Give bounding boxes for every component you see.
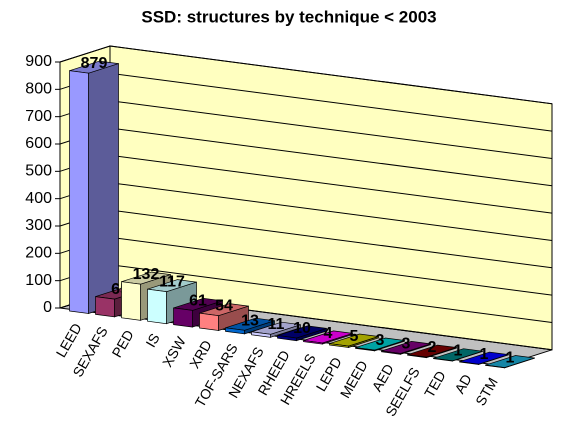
bar xyxy=(121,281,141,321)
value-label: 3 xyxy=(402,335,411,352)
grid-line xyxy=(59,45,553,105)
x-tick-label: TED xyxy=(421,368,449,400)
bar xyxy=(69,70,89,314)
value-label: 11 xyxy=(268,316,285,333)
value-label: 13 xyxy=(241,312,259,329)
chart-title: SSD: structures by technique < 2003 xyxy=(141,7,436,26)
bar xyxy=(147,288,167,325)
value-label: 61 xyxy=(189,292,207,309)
value-label: 879 xyxy=(81,55,108,72)
x-tick-label: AED xyxy=(369,361,397,394)
value-label: 1 xyxy=(454,343,463,360)
value-label: 1 xyxy=(506,350,515,367)
bar xyxy=(485,364,505,369)
x-tick-label: XRD xyxy=(186,337,215,371)
bar xyxy=(355,347,375,352)
x-tick-label: AD xyxy=(451,371,475,396)
y-tick-label: 300 xyxy=(25,217,52,234)
y-tick-label: 700 xyxy=(25,108,52,125)
value-label: 132 xyxy=(133,266,160,283)
x-tick-label: IS xyxy=(142,331,162,350)
y-tick-label: 900 xyxy=(25,53,52,70)
value-label: 3 xyxy=(376,332,385,349)
value-label: 117 xyxy=(159,274,185,291)
bar xyxy=(251,331,271,338)
y-tick-label: 0 xyxy=(43,299,52,316)
x-tick-label: PED xyxy=(109,327,137,360)
value-label: 5 xyxy=(350,328,359,345)
x-tick-label: STM xyxy=(472,375,501,409)
bar xyxy=(459,361,479,365)
bar xyxy=(407,354,427,359)
y-tick-label: 400 xyxy=(25,190,52,207)
bar xyxy=(433,357,453,362)
bar xyxy=(199,312,219,331)
y-tick-label: 100 xyxy=(25,272,52,289)
bar xyxy=(95,296,115,318)
value-label: 54 xyxy=(215,298,233,315)
bar xyxy=(173,307,193,328)
bar xyxy=(329,343,349,348)
y-tick-label: 800 xyxy=(25,81,52,98)
y-tick-label: 600 xyxy=(25,135,52,152)
value-label: 4 xyxy=(324,325,333,342)
bar xyxy=(381,350,401,355)
y-tick-label: 200 xyxy=(25,245,52,262)
value-label: 1 xyxy=(480,346,489,363)
value-label: 2 xyxy=(428,339,437,356)
bar xyxy=(277,335,297,342)
bar xyxy=(303,340,323,345)
x-tick-label: XSW xyxy=(159,333,189,369)
y-tick-label: 500 xyxy=(25,163,52,180)
bar xyxy=(225,327,245,335)
bar-side xyxy=(88,63,119,314)
value-label: 10 xyxy=(293,320,311,337)
